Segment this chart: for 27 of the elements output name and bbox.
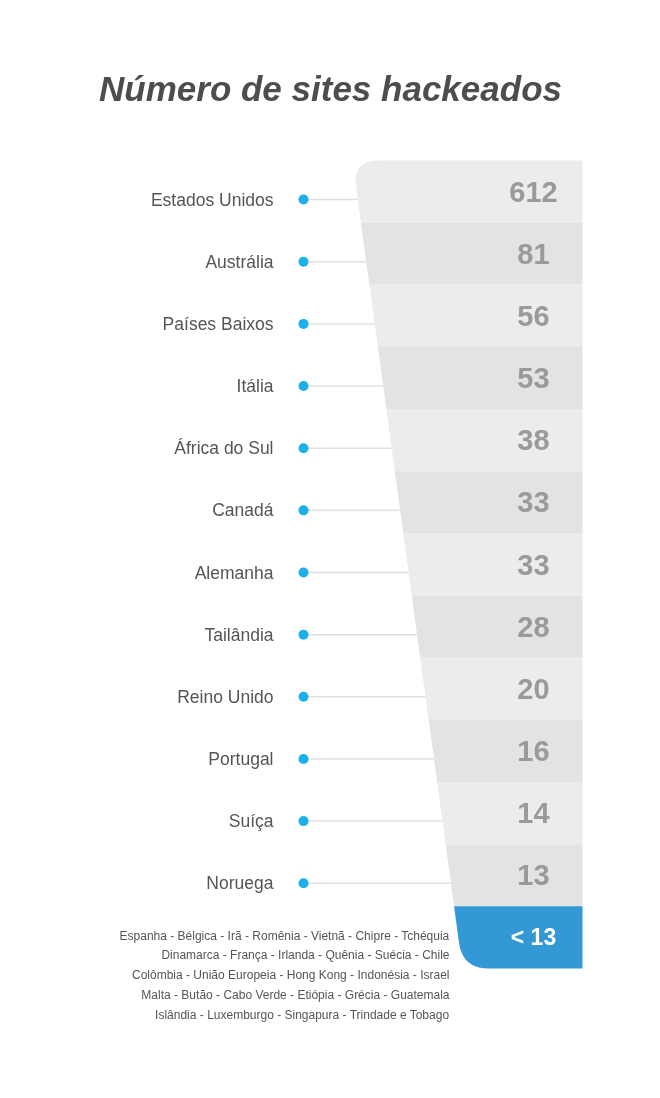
category-label: Noruega: [206, 873, 274, 894]
data-label: 612: [509, 175, 558, 208]
text: < 13: [510, 924, 557, 951]
data-label: 53: [517, 362, 550, 395]
data-label: 28: [517, 610, 550, 643]
data-label: 33: [517, 548, 550, 581]
category-label: Tailândia: [204, 624, 274, 645]
category-label: Itália: [236, 376, 274, 397]
data-label: 20: [517, 672, 550, 705]
category-label: África do Sul: [174, 438, 274, 459]
data-label: 13: [517, 859, 550, 892]
data-label: 56: [517, 299, 550, 332]
data-label: 14: [517, 797, 550, 830]
category-label: Austrália: [205, 251, 274, 272]
text: Espanha - Bélgica - Irã - Romênia - Vietnã - Chipre - Tchéquia Dinamarca - França - Irlanda - Quênia - Suécia - Chile Colômbia - União Europeia - Hong Kong - Indonésia - Israel Malta - Butão - Cabo Verde - Etiópia - Grécia - Guatemala Islândia - Luxemburgo - Singapura - Trindade e Tobago: [119, 928, 450, 1022]
category-label: Países Baixos: [162, 313, 274, 334]
data-label: 16: [517, 734, 550, 767]
category-label: Portugal: [208, 748, 274, 769]
category-label: Suíça: [228, 811, 274, 832]
data-label: 38: [517, 424, 550, 457]
category-label: Canadá: [212, 500, 274, 521]
data-label: 33: [517, 486, 550, 519]
text: Número de sites hackeados: [99, 69, 562, 108]
category-label: Estados Unidos: [150, 189, 274, 210]
category-label: Alemanha: [194, 562, 274, 583]
data-label: 81: [517, 237, 550, 270]
category-label: Reino Unido: [177, 686, 274, 707]
